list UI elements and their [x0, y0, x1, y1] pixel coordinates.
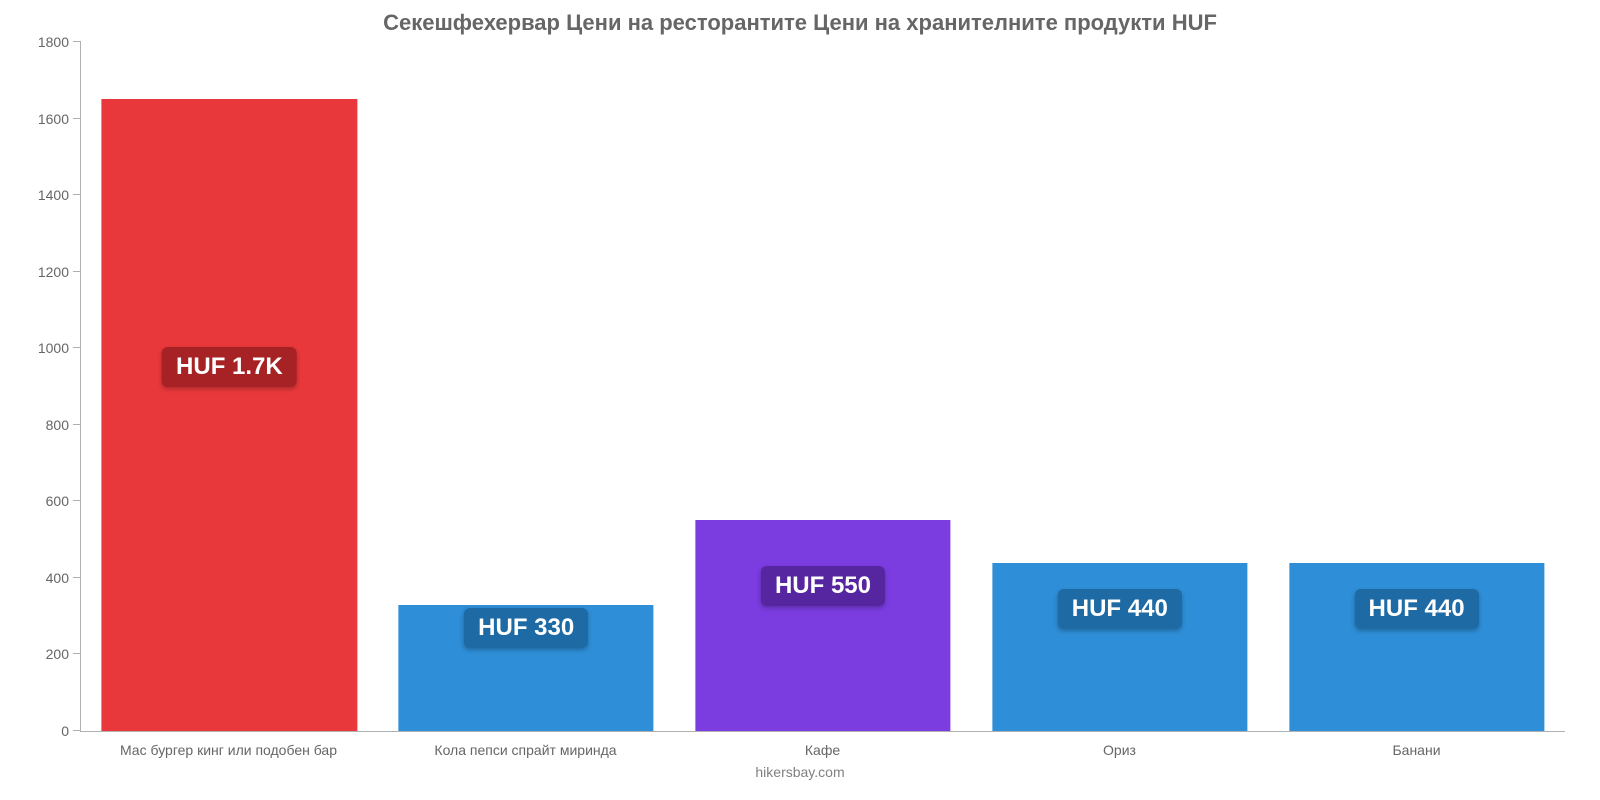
y-tick-label: 1000	[38, 340, 81, 356]
bar-slot: HUF 1.7K	[81, 42, 378, 731]
y-tick-label: 600	[46, 493, 81, 509]
chart-container: Секешфехервар Цени на ресторантите Цени …	[0, 0, 1600, 800]
bar	[695, 520, 950, 731]
x-axis-label: Кафе	[674, 742, 971, 758]
bars-group: HUF 1.7K HUF 330 HUF 550 HUF 440 HUF 440	[81, 42, 1565, 731]
y-tick-label: 1400	[38, 187, 81, 203]
value-badge: HUF 550	[761, 566, 885, 606]
y-tick-label: 800	[46, 417, 81, 433]
y-tick-label: 400	[46, 570, 81, 586]
x-axis-labels: Мас бургер кинг или подобен барКола пепс…	[80, 742, 1565, 758]
y-tick-label: 1200	[38, 264, 81, 280]
plot-area: HUF 1.7KHUF 330HUF 550HUF 440HUF 440 020…	[80, 42, 1565, 732]
plot-inner: HUF 1.7KHUF 330HUF 550HUF 440HUF 440 020…	[80, 42, 1565, 732]
value-badge: HUF 330	[464, 608, 588, 648]
bar-slot: HUF 440	[971, 42, 1268, 731]
value-badge: HUF 440	[1058, 589, 1182, 629]
x-axis-label: Мас бургер кинг или подобен бар	[80, 742, 377, 758]
y-tick-label: 1800	[38, 34, 81, 50]
x-axis-label: Кола пепси спрайт миринда	[377, 742, 674, 758]
value-badge: HUF 440	[1355, 589, 1479, 629]
bar-slot: HUF 330	[378, 42, 675, 731]
y-tick-label: 0	[61, 723, 81, 739]
chart-title: Секешфехервар Цени на ресторантите Цени …	[25, 10, 1575, 36]
bar-slot: HUF 550	[675, 42, 972, 731]
value-badge: HUF 1.7K	[162, 347, 297, 387]
chart-footer: hikersbay.com	[25, 764, 1575, 780]
x-axis-label: Банани	[1268, 742, 1565, 758]
x-axis-label: Ориз	[971, 742, 1268, 758]
bar-slot: HUF 440	[1268, 42, 1565, 731]
bar	[102, 99, 357, 731]
y-tick-label: 1600	[38, 111, 81, 127]
y-tick-label: 200	[46, 646, 81, 662]
